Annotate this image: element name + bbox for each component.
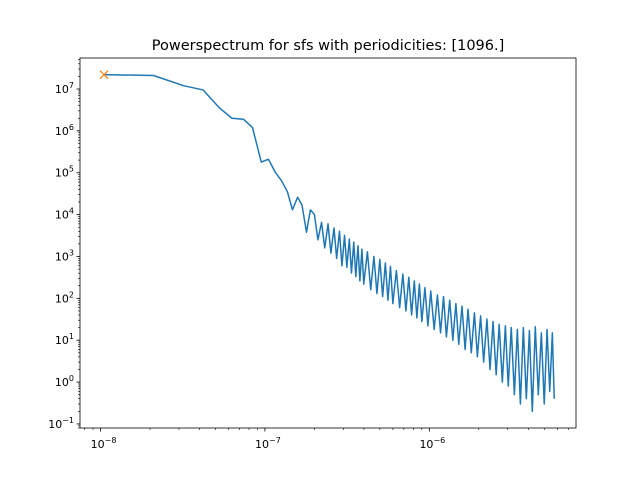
y-tick-label: 101 bbox=[55, 332, 74, 347]
plot-area: 10−8 10−7 10−6 10−1 100 101 102 103 104 105 106 107 bbox=[48, 57, 577, 451]
chart-title: Powerspectrum for sfs with periodicities… bbox=[152, 38, 505, 54]
x-tick-label: 10−6 bbox=[419, 436, 445, 451]
y-tick-label: 107 bbox=[55, 81, 74, 96]
y-tick-label: 105 bbox=[55, 165, 74, 180]
y-tick-label: 106 bbox=[55, 123, 74, 138]
y-tick-label: 102 bbox=[55, 290, 74, 305]
y-tick-label: 100 bbox=[55, 374, 74, 389]
y-tick-label: 10−1 bbox=[48, 416, 74, 431]
y-tick-label: 104 bbox=[55, 207, 74, 222]
axes-frame bbox=[79, 57, 577, 429]
x-tick-label: 10−8 bbox=[91, 436, 117, 451]
spectrum-line bbox=[104, 73, 555, 413]
x-tick-label: 10−7 bbox=[255, 436, 281, 451]
marker-stroke bbox=[99, 70, 109, 80]
y-tick-label: 103 bbox=[55, 248, 74, 263]
periodicity-marker bbox=[99, 70, 109, 80]
